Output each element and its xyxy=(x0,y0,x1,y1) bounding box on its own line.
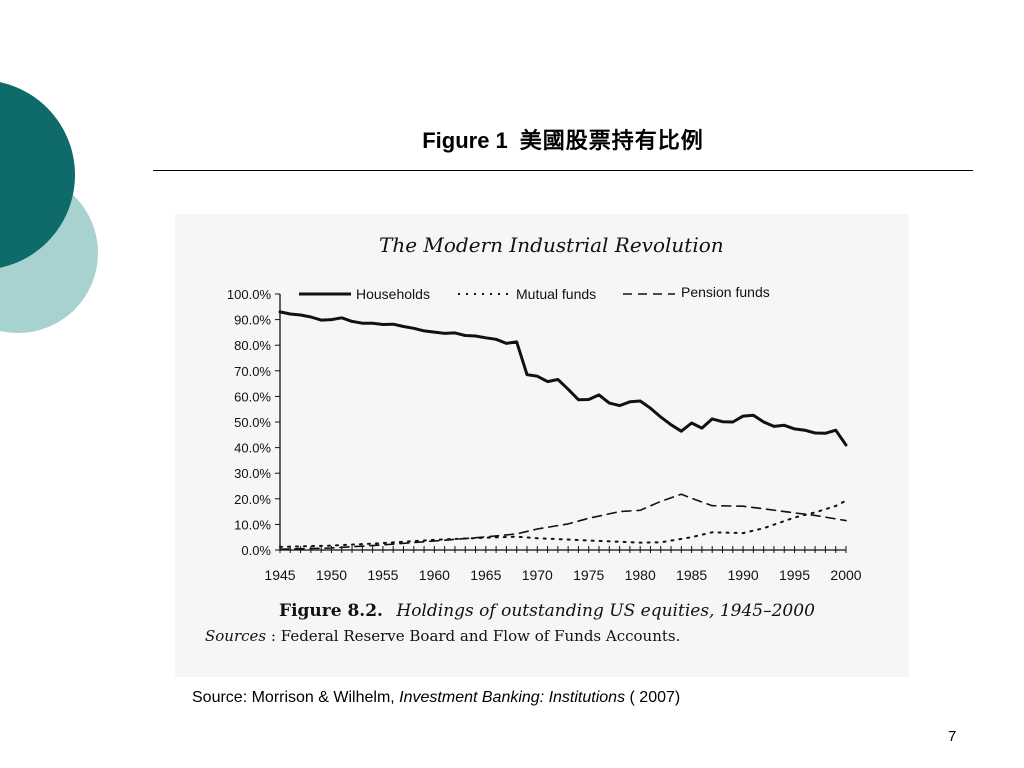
legend-label-mutual-funds: Mutual funds xyxy=(516,286,596,302)
legend-label-households: Households xyxy=(356,286,430,302)
y-tick-label: 60.0% xyxy=(234,389,271,404)
y-tick-label: 20.0% xyxy=(234,492,271,507)
y-tick-label: 40.0% xyxy=(234,441,271,456)
x-tick-label: 2000 xyxy=(830,567,861,583)
ornament-light-circle xyxy=(0,173,98,333)
y-tick-label: 0.0% xyxy=(241,543,271,558)
y-tick-label: 100.0% xyxy=(227,287,272,302)
slide-title-english: Figure 1 xyxy=(422,128,508,153)
chart-figure: The Modern Industrial Revolution Househo… xyxy=(175,214,909,677)
y-tick-label: 50.0% xyxy=(234,415,271,430)
x-tick-label: 1995 xyxy=(779,567,810,583)
slide-number: 7 xyxy=(948,728,957,745)
series-line-mutual-funds xyxy=(279,499,847,548)
x-tick-label: 1985 xyxy=(676,567,707,583)
y-tick-label: 80.0% xyxy=(234,338,271,353)
y-tick-label: 90.0% xyxy=(234,313,271,328)
source-book-title: Investment Banking: Institutions xyxy=(399,689,626,706)
slide-title-chinese: 美國股票持有比例 xyxy=(519,128,704,154)
x-tick-label: 1950 xyxy=(316,567,347,583)
x-tick-label: 1960 xyxy=(419,567,450,583)
chart-legend: Households Mutual funds Pension funds xyxy=(299,284,770,302)
series-line-households xyxy=(278,310,848,447)
figure-sources-text: : Federal Reserve Board and Flow of Fund… xyxy=(271,627,680,645)
x-tick-label: 1965 xyxy=(470,567,501,583)
ornament-dark-circle xyxy=(0,82,75,268)
chart-axes: 0.0% 10.0% 20.0% 30.0% 40.0% 50.0% 60.0% 70.0% 8… xyxy=(227,287,862,583)
x-tick-label: 1990 xyxy=(728,567,759,583)
x-tick-label: 1955 xyxy=(367,567,398,583)
series-line-pension-funds xyxy=(279,493,847,550)
x-tick-label: 1945 xyxy=(264,567,295,583)
figure-sources-label: Sources xyxy=(205,627,266,645)
title-divider xyxy=(153,170,973,171)
slide-ornament xyxy=(0,82,98,333)
chart-series xyxy=(278,310,848,550)
legend-label-pension-funds: Pension funds xyxy=(681,284,770,300)
source-year: ( 2007) xyxy=(625,689,681,706)
figure-caption-text: Holdings of outstanding US equities, 194… xyxy=(395,601,815,621)
y-tick-label: 30.0% xyxy=(234,466,271,481)
x-tick-label: 1980 xyxy=(625,567,656,583)
x-tick-label: 1970 xyxy=(522,567,553,583)
x-tick-label: 1975 xyxy=(573,567,604,583)
y-tick-label: 10.0% xyxy=(234,517,271,532)
y-tick-label: 70.0% xyxy=(234,364,271,379)
slide-title: Figure 1 美國股票持有比例 xyxy=(153,126,973,156)
figure-caption-label: Figure 8.2. xyxy=(279,601,383,621)
figure-sources: Sources : Federal Reserve Board and Flow… xyxy=(205,627,680,645)
chart-svg: The Modern Industrial Revolution Househo… xyxy=(205,233,862,645)
source-prefix: Source: Morrison & Wilhelm, xyxy=(192,689,400,706)
chart-title: The Modern Industrial Revolution xyxy=(379,233,724,257)
source-citation: Source: Morrison & Wilhelm, Investment B… xyxy=(192,688,680,708)
figure-caption: Figure 8.2. Holdings of outstanding US e… xyxy=(279,601,815,621)
